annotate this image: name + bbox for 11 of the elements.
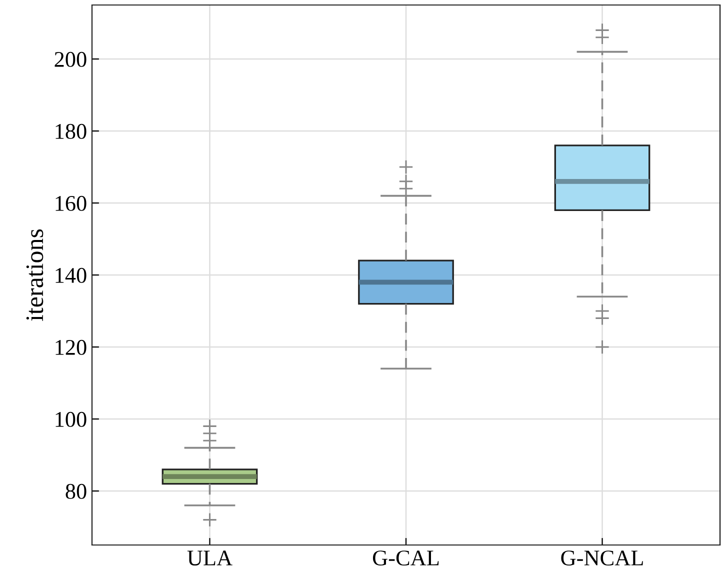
- x-tick-label: ULA: [187, 550, 232, 566]
- y-tick-label: 120: [56, 340, 86, 355]
- y-axis-title: iterations: [26, 229, 44, 321]
- y-tick-label: 180: [56, 124, 86, 139]
- y-tick-label: 80: [66, 484, 86, 499]
- y-tick-label: 140: [56, 268, 86, 283]
- y-tick-label: 200: [54, 52, 86, 67]
- y-tick-label: 100: [56, 412, 86, 427]
- x-tick-label: G-CAL: [372, 550, 439, 566]
- y-tick-label: 160: [56, 196, 86, 211]
- x-tick-label: G-NCAL: [561, 550, 643, 566]
